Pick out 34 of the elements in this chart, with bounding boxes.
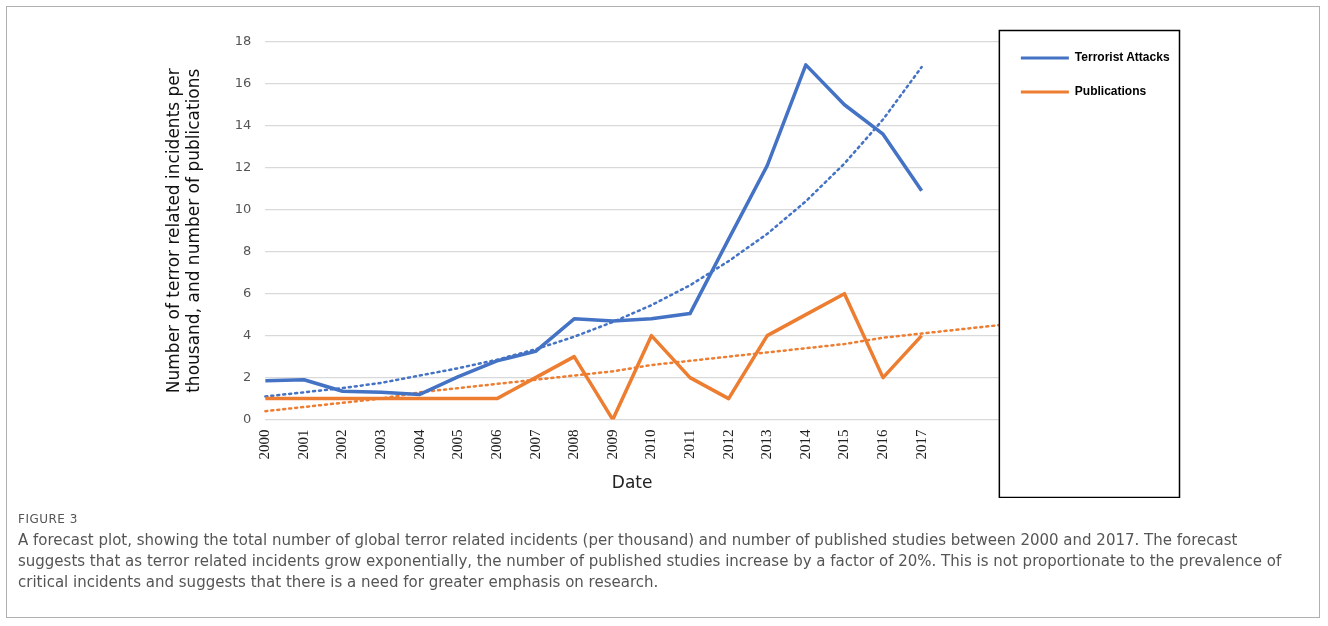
x-tick-label: 2006 (487, 429, 504, 460)
x-tick-label: 2016 (873, 429, 890, 460)
y-tick-label: 16 (234, 75, 252, 91)
x-tick-label: 2002 (333, 429, 350, 460)
y-tick-label: 10 (234, 201, 252, 217)
x-tick-label: 2013 (758, 429, 775, 460)
x-tick-label: 2009 (603, 429, 620, 460)
x-tick-label: 2007 (526, 429, 543, 460)
y-tick-label: 4 (243, 327, 252, 343)
x-tick-label: 2004 (410, 429, 427, 460)
x-axis-title: Date (611, 472, 653, 493)
y-tick-label: 6 (243, 285, 252, 301)
y-tick-label: 0 (243, 410, 252, 426)
x-tick-label: 2012 (719, 429, 736, 460)
legend-label: Terrorist Attacks (1074, 50, 1170, 65)
text: A forecast plot, showing the total number of global terror related incidents (per thousand) and number of published studies between 2000 and 2017. The forecast suggests that as terror related incidents grow exponentially, the number of published studies increase by a factor of 20%. This is not proportionate to the prevalence of critical incidents and suggests that there is a need for greater emphasis on research. (18, 530, 1283, 593)
y-axis-title: Number of terror related incidents per thousand, and number of publications (162, 68, 204, 394)
x-tick-label: 2015 (835, 429, 852, 460)
x-tick-label: 2000 (256, 429, 273, 460)
x-tick-label: 2003 (372, 429, 389, 460)
y-tick-label: 14 (234, 117, 252, 133)
y-tick-label: 2 (243, 369, 252, 384)
caption: FIGURE 3 (18, 512, 79, 526)
x-tick-label: 2005 (449, 429, 466, 460)
legend-label: Publications (1074, 84, 1147, 99)
x-tick-label: 2014 (796, 429, 813, 460)
x-tick-label: 2001 (294, 429, 311, 460)
y-tick-label: 12 (234, 159, 252, 175)
y-tick-label: 8 (243, 243, 252, 259)
x-tick-label: 2011 (680, 429, 697, 460)
x-tick-label: 2017 (912, 429, 929, 460)
x-tick-label: 2008 (565, 429, 582, 460)
x-tick-label: 2010 (642, 429, 659, 460)
y-tick-label: 18 (234, 33, 252, 49)
